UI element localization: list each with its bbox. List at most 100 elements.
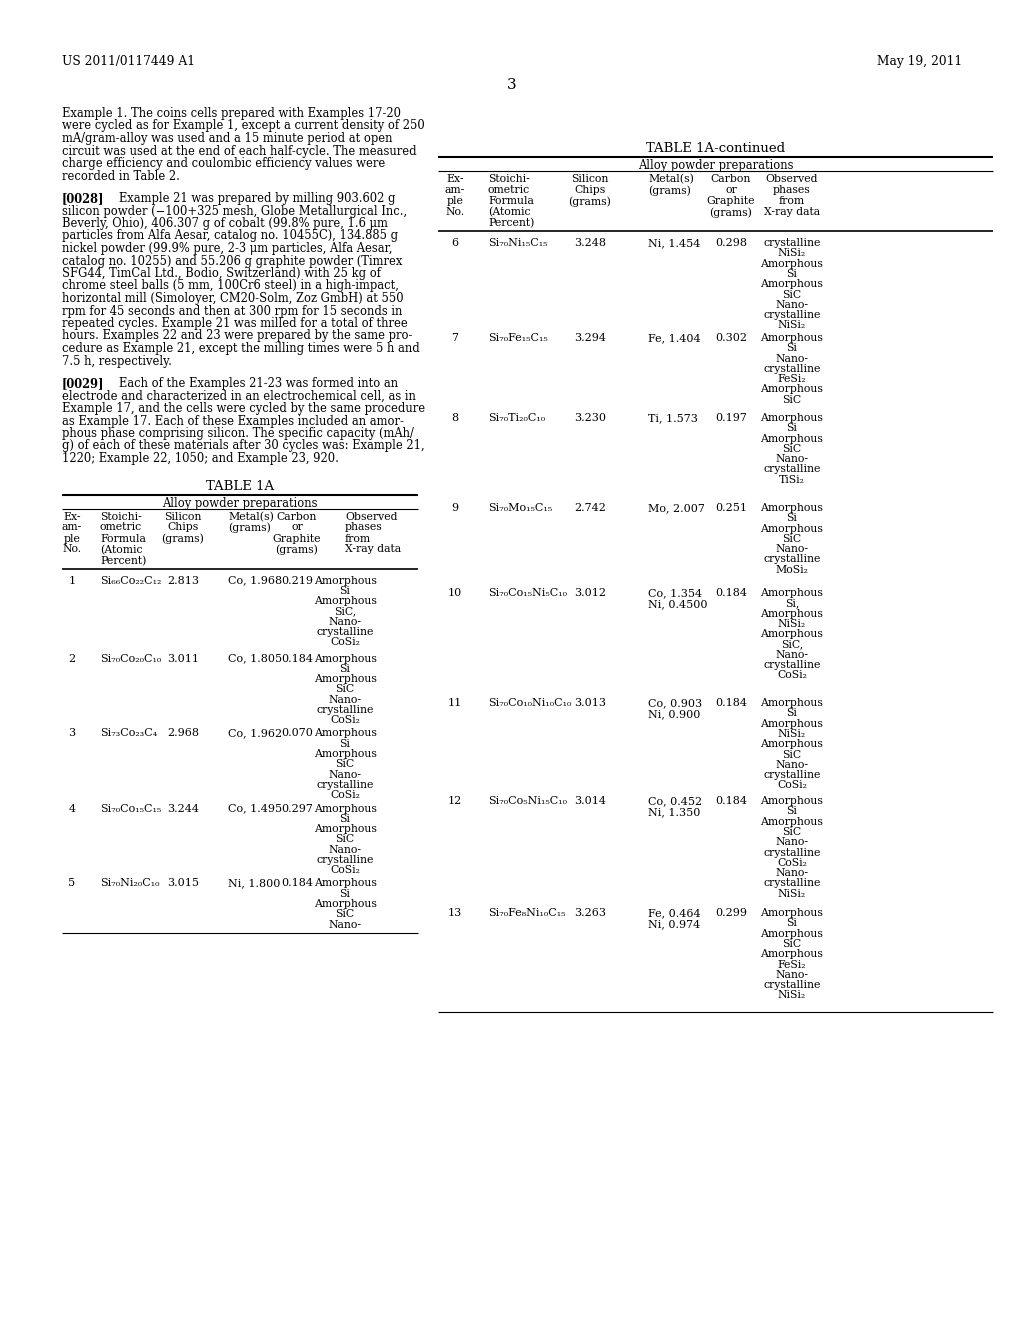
Text: Co, 1.805: Co, 1.805 bbox=[228, 653, 283, 664]
Text: Carbon: Carbon bbox=[276, 511, 317, 521]
Text: Amorphous: Amorphous bbox=[761, 739, 823, 750]
Text: Si₇₀Fe₈Ni₁₀C₁₅: Si₇₀Fe₈Ni₁₀C₁₅ bbox=[488, 908, 565, 917]
Text: SiC: SiC bbox=[782, 444, 802, 454]
Text: 7.5 h, respectively.: 7.5 h, respectively. bbox=[62, 355, 172, 367]
Text: particles from Alfa Aesar, catalog no. 10455C), 134.885 g: particles from Alfa Aesar, catalog no. 1… bbox=[62, 230, 398, 243]
Text: (grams): (grams) bbox=[710, 207, 753, 218]
Text: Si₇₃Co₂₃C₄: Si₇₃Co₂₃C₄ bbox=[100, 729, 158, 738]
Text: 3: 3 bbox=[69, 729, 76, 738]
Text: Observed: Observed bbox=[766, 174, 818, 183]
Text: Amorphous: Amorphous bbox=[313, 824, 377, 834]
Text: Mo, 2.007: Mo, 2.007 bbox=[648, 503, 705, 513]
Text: crystalline: crystalline bbox=[763, 770, 820, 780]
Text: NiSi₂: NiSi₂ bbox=[778, 619, 806, 628]
Text: crystalline: crystalline bbox=[763, 660, 820, 671]
Text: Amorphous: Amorphous bbox=[313, 729, 377, 738]
Text: hours. Examples 22 and 23 were prepared by the same pro-: hours. Examples 22 and 23 were prepared … bbox=[62, 330, 413, 342]
Text: Amorphous: Amorphous bbox=[761, 609, 823, 619]
Text: Si: Si bbox=[340, 586, 350, 595]
Text: Nano-: Nano- bbox=[329, 920, 361, 929]
Text: Nano-: Nano- bbox=[775, 837, 809, 847]
Text: am-: am- bbox=[444, 185, 465, 195]
Text: Co, 0.903: Co, 0.903 bbox=[648, 698, 702, 708]
Text: Si₇₀Ni₂₀C₁₀: Si₇₀Ni₂₀C₁₀ bbox=[100, 879, 160, 888]
Text: electrode and characterized in an electrochemical cell, as in: electrode and characterized in an electr… bbox=[62, 389, 416, 403]
Text: Formula: Formula bbox=[100, 533, 145, 544]
Text: SiC: SiC bbox=[782, 533, 802, 544]
Text: Silicon: Silicon bbox=[571, 174, 608, 183]
Text: Amorphous: Amorphous bbox=[761, 587, 823, 598]
Text: SiC: SiC bbox=[336, 834, 354, 845]
Text: crystalline: crystalline bbox=[316, 627, 374, 638]
Text: (Atomic: (Atomic bbox=[100, 544, 142, 554]
Text: 10: 10 bbox=[447, 587, 462, 598]
Text: CoSi₂: CoSi₂ bbox=[777, 780, 807, 791]
Text: Alloy powder preparations: Alloy powder preparations bbox=[638, 158, 794, 172]
Text: [0028]: [0028] bbox=[62, 191, 104, 205]
Text: Si: Si bbox=[786, 269, 798, 279]
Text: 0.184: 0.184 bbox=[715, 796, 746, 807]
Text: cedure as Example 21, except the milling times were 5 h and: cedure as Example 21, except the milling… bbox=[62, 342, 420, 355]
Text: 3.248: 3.248 bbox=[574, 238, 606, 248]
Text: Amorphous: Amorphous bbox=[313, 653, 377, 664]
Text: NiSi₂: NiSi₂ bbox=[778, 990, 806, 1001]
Text: Si: Si bbox=[786, 807, 798, 816]
Text: Co, 1.354: Co, 1.354 bbox=[648, 587, 702, 598]
Text: Percent): Percent) bbox=[100, 556, 146, 566]
Text: Metal(s): Metal(s) bbox=[648, 174, 694, 185]
Text: 5: 5 bbox=[69, 879, 76, 888]
Text: Carbon: Carbon bbox=[711, 174, 752, 183]
Text: Chips: Chips bbox=[574, 185, 605, 195]
Text: Amorphous: Amorphous bbox=[761, 503, 823, 513]
Text: Si: Si bbox=[786, 513, 798, 523]
Text: mA/gram-alloy was used and a 15 minute period at open: mA/gram-alloy was used and a 15 minute p… bbox=[62, 132, 392, 145]
Text: Fe, 0.464: Fe, 0.464 bbox=[648, 908, 700, 917]
Text: (grams): (grams) bbox=[275, 544, 318, 556]
Text: Stoichi-: Stoichi- bbox=[100, 511, 141, 521]
Text: Amorphous: Amorphous bbox=[313, 804, 377, 813]
Text: Si: Si bbox=[786, 919, 798, 928]
Text: Ni, 1.454: Ni, 1.454 bbox=[648, 238, 700, 248]
Text: Si₇₀Co₅Ni₁₅C₁₀: Si₇₀Co₅Ni₁₅C₁₀ bbox=[488, 796, 567, 807]
Text: Metal(s): Metal(s) bbox=[228, 511, 273, 521]
Text: or: or bbox=[291, 523, 303, 532]
Text: rpm for 45 seconds and then at 300 rpm for 15 seconds in: rpm for 45 seconds and then at 300 rpm f… bbox=[62, 305, 402, 318]
Text: Nano-: Nano- bbox=[775, 300, 809, 310]
Text: Chips: Chips bbox=[167, 523, 199, 532]
Text: 3: 3 bbox=[507, 78, 517, 92]
Text: 0.251: 0.251 bbox=[715, 503, 746, 513]
Text: silicon powder (−100+325 mesh, Globe Metallurgical Inc.,: silicon powder (−100+325 mesh, Globe Met… bbox=[62, 205, 408, 218]
Text: ometric: ometric bbox=[100, 523, 142, 532]
Text: Nano-: Nano- bbox=[775, 354, 809, 363]
Text: 0.302: 0.302 bbox=[715, 333, 746, 343]
Text: CoSi₂: CoSi₂ bbox=[330, 791, 360, 800]
Text: FeSi₂: FeSi₂ bbox=[777, 960, 806, 969]
Text: Amorphous: Amorphous bbox=[313, 750, 377, 759]
Text: Nano-: Nano- bbox=[775, 544, 809, 554]
Text: 11: 11 bbox=[447, 698, 462, 708]
Text: (grams): (grams) bbox=[162, 533, 205, 544]
Text: May 19, 2011: May 19, 2011 bbox=[877, 55, 962, 69]
Text: SFG44, TimCal Ltd., Bodio, Switzerland) with 25 kg of: SFG44, TimCal Ltd., Bodio, Switzerland) … bbox=[62, 267, 381, 280]
Text: Co, 1.495: Co, 1.495 bbox=[228, 804, 283, 813]
Text: crystalline: crystalline bbox=[763, 310, 820, 321]
Text: 8: 8 bbox=[452, 413, 459, 422]
Text: crystalline: crystalline bbox=[316, 855, 374, 865]
Text: SiC: SiC bbox=[782, 826, 802, 837]
Text: Observed: Observed bbox=[345, 511, 397, 521]
Text: circuit was used at the end of each half-cycle. The measured: circuit was used at the end of each half… bbox=[62, 144, 417, 157]
Text: Nano-: Nano- bbox=[329, 694, 361, 705]
Text: 3.013: 3.013 bbox=[574, 698, 606, 708]
Text: SiC: SiC bbox=[782, 939, 802, 949]
Text: NiSi₂: NiSi₂ bbox=[778, 321, 806, 330]
Text: from: from bbox=[779, 195, 805, 206]
Text: Amorphous: Amorphous bbox=[761, 698, 823, 708]
Text: 2.742: 2.742 bbox=[574, 503, 606, 513]
Text: (grams): (grams) bbox=[648, 185, 691, 195]
Text: Amorphous: Amorphous bbox=[761, 333, 823, 343]
Text: Si₇₀Co₂₀C₁₀: Si₇₀Co₂₀C₁₀ bbox=[100, 653, 161, 664]
Text: Si₇₀Co₁₅Ni₅C₁₀: Si₇₀Co₁₅Ni₅C₁₀ bbox=[488, 587, 567, 598]
Text: 13: 13 bbox=[447, 908, 462, 917]
Text: Amorphous: Amorphous bbox=[761, 413, 823, 422]
Text: recorded in Table 2.: recorded in Table 2. bbox=[62, 169, 180, 182]
